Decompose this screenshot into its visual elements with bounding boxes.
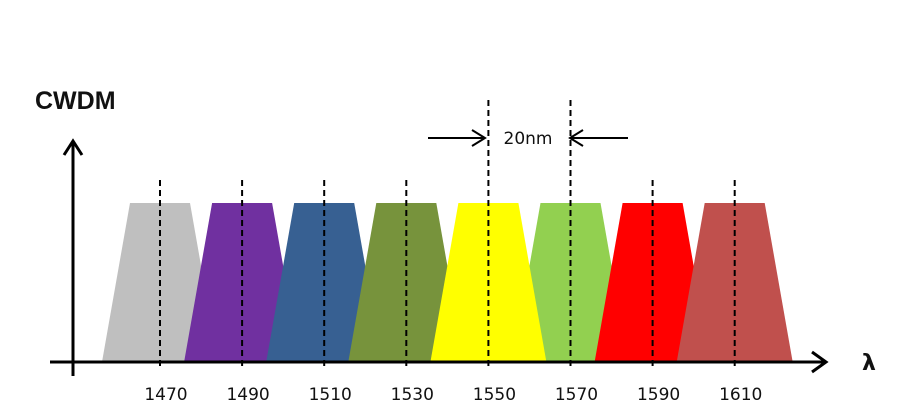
spacing-label: 20nm: [504, 129, 553, 149]
channel-bands: [102, 203, 793, 362]
x-axis-label: λ: [862, 351, 876, 376]
center-lines: [159, 100, 736, 370]
wavelength-label: 1470: [144, 385, 187, 405]
x-axis-arrow-icon: [811, 350, 829, 374]
wavelength-label: 1490: [226, 385, 269, 405]
y-axis-arrow-icon: [62, 138, 84, 156]
spacing-annotation: 20nm: [428, 129, 628, 149]
diagram-title: CWDM: [35, 87, 116, 115]
wavelength-label: 1590: [637, 385, 680, 405]
wavelength-label: 1530: [391, 385, 434, 405]
arrowhead-left-icon: [568, 129, 584, 147]
wavelength-label: 1510: [309, 385, 352, 405]
wavelength-label: 1610: [719, 385, 762, 405]
wavelength-label: 1550: [473, 385, 516, 405]
wavelength-label: 1570: [555, 385, 598, 405]
arrowhead-right-icon: [471, 129, 487, 147]
wavelength-labels: 1470 1490 1510 1530 1550 1570 1590 1610: [144, 385, 762, 405]
axes: [50, 138, 829, 376]
